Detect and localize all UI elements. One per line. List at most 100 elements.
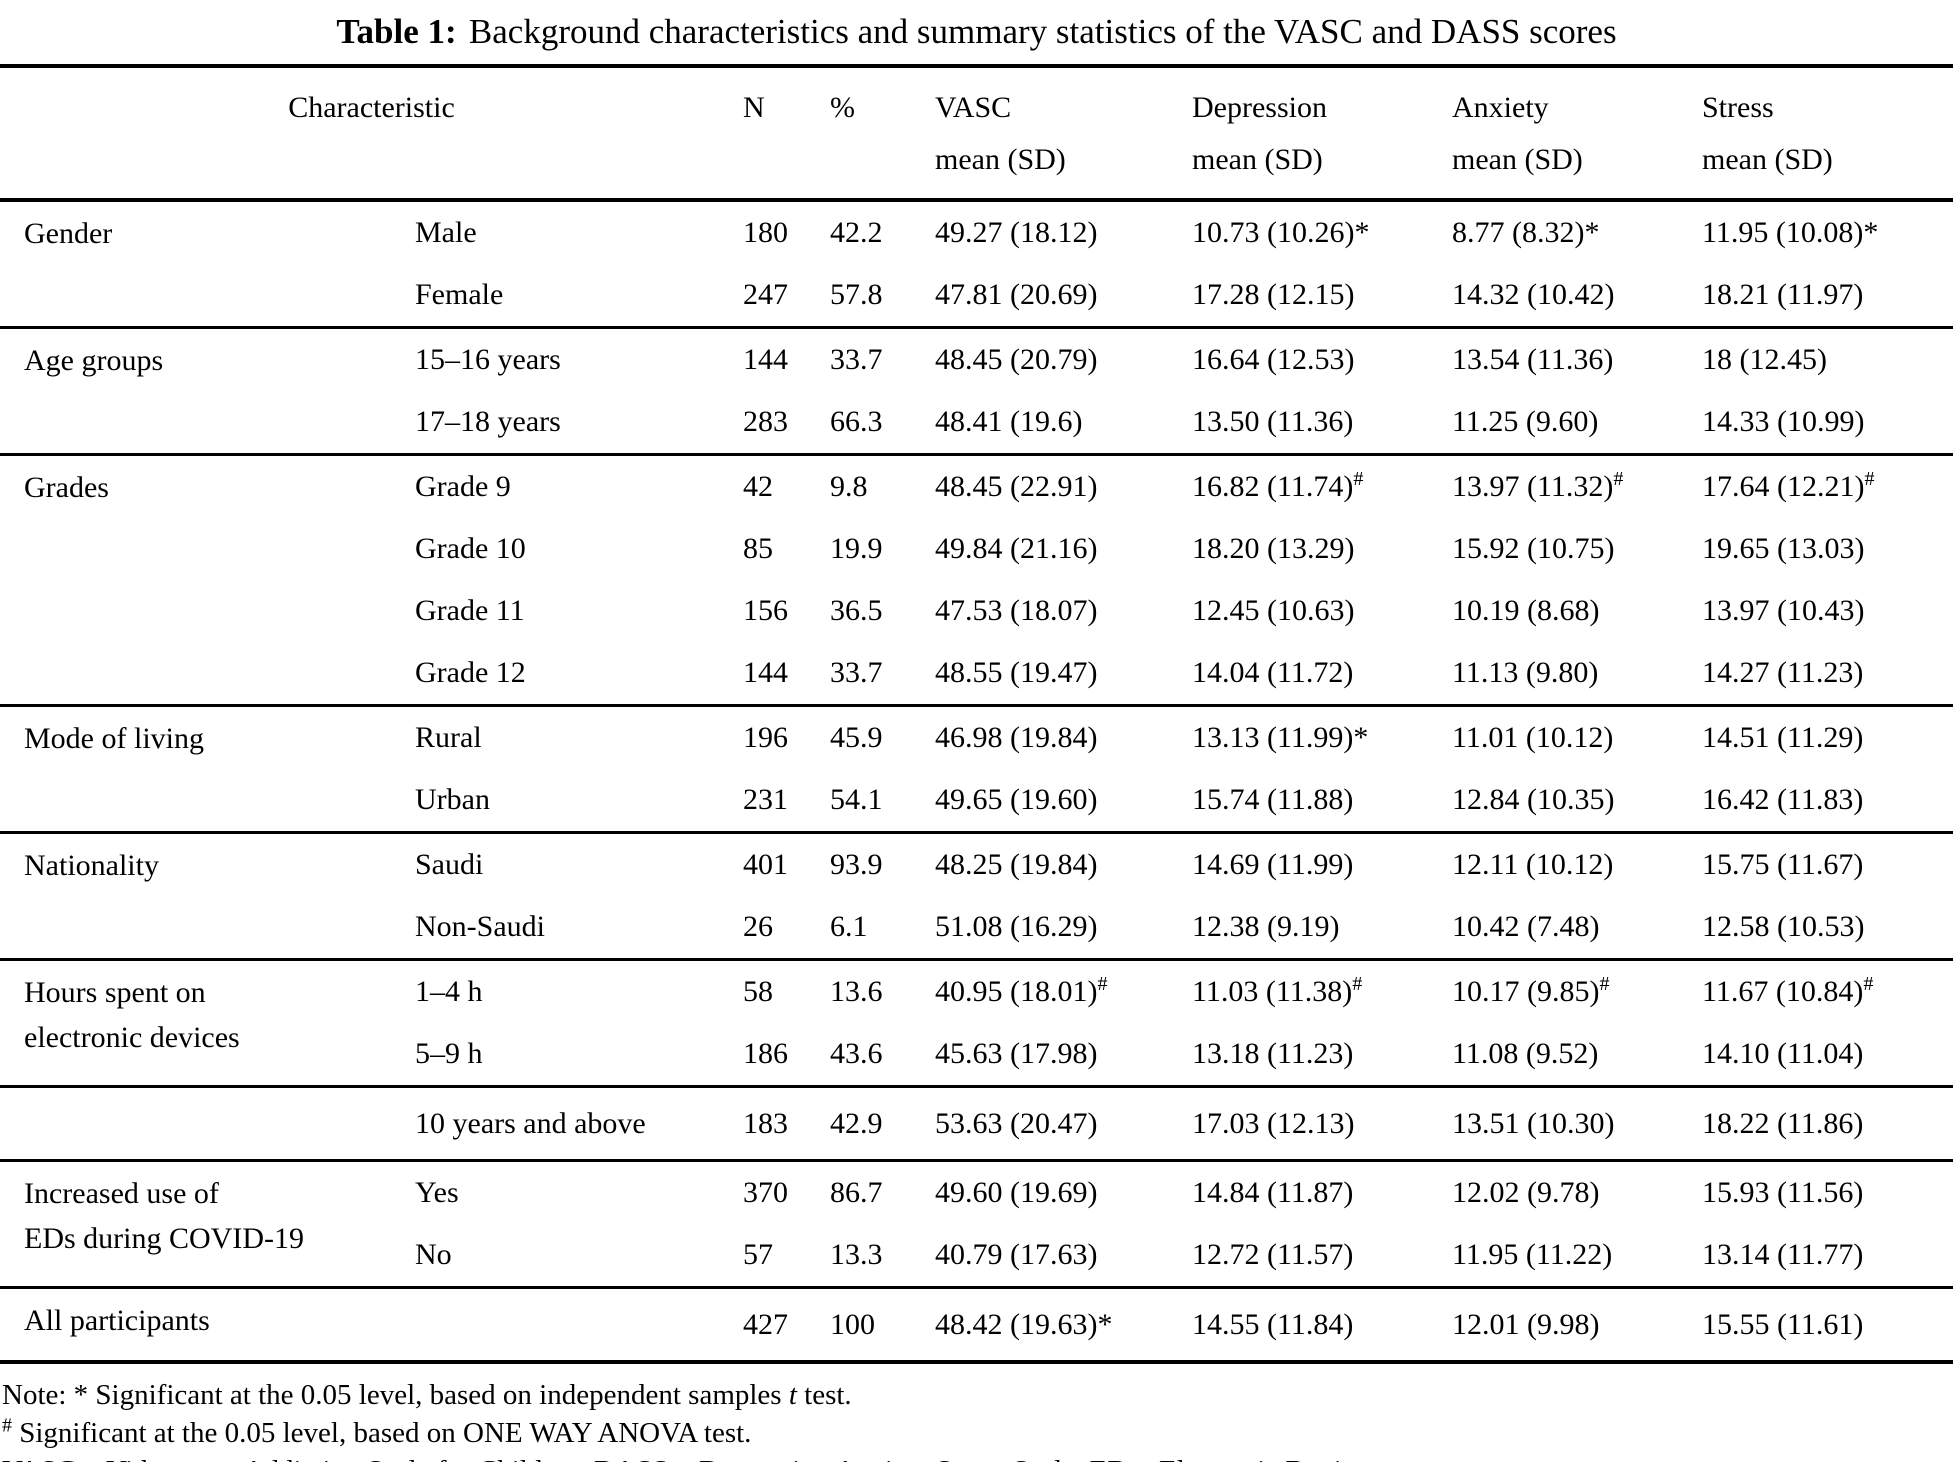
subcategory-cell: Grade 9: [415, 470, 511, 503]
n-cell: 196: [743, 721, 788, 754]
table-header: Characteristic N % VASC mean (SD) Depress…: [0, 66, 1953, 200]
n-cell: 144: [743, 343, 788, 376]
group-cell: Nationality: [24, 849, 159, 882]
vasc-cell: 46.98 (19.84): [935, 721, 1098, 754]
group-cell: All participants: [24, 1304, 210, 1337]
depression-cell: 18.20 (13.29): [1192, 532, 1355, 565]
section-nationality: Nationality Saudi 401 93.9 48.25 (19.84)…: [0, 832, 1953, 960]
table-row: 5–9 h 186 43.6 45.63 (17.98) 13.18 (11.2…: [0, 1023, 1953, 1087]
stress-cell: 18.22 (11.86): [1702, 1106, 1864, 1140]
anxiety-cell: 15.92 (10.75): [1452, 532, 1615, 565]
n-cell: 186: [743, 1037, 788, 1070]
subcategory-cell: Male: [415, 216, 477, 249]
vasc-cell: 48.45 (22.91): [935, 470, 1098, 503]
anxiety-cell: 11.08 (9.52): [1452, 1037, 1599, 1070]
group-cell: Gender: [24, 217, 113, 250]
stress-col-header: Stress mean (SD): [1702, 91, 1833, 176]
vasc-cell: 49.60 (19.69): [935, 1176, 1098, 1209]
pct-cell: 66.3: [830, 405, 883, 438]
stress-cell: 15.55 (11.61): [1702, 1307, 1864, 1341]
depression-cell: 16.64 (12.53): [1192, 343, 1355, 376]
vasc-cell: 40.95 (18.01)#: [935, 973, 1108, 1008]
pct-cell: 33.7: [830, 656, 883, 689]
table-row: Hours spent on electronic devices 1–4 h 5…: [0, 960, 1953, 1054]
depression-cell: 15.74 (11.88): [1192, 783, 1354, 816]
n-cell: 42: [743, 470, 773, 503]
section-hours-on-devices: Hours spent on electronic devices 1–4 h 5…: [0, 959, 1953, 1087]
vasc-cell: 49.84 (21.16): [935, 532, 1098, 565]
subcategory-cell: 17–18 years: [415, 405, 561, 438]
subcategory-cell: No: [415, 1238, 452, 1271]
subcategory-cell: 1–4 h: [415, 975, 483, 1008]
anxiety-cell: 13.51 (10.30): [1452, 1106, 1615, 1140]
note-significance-t-test: Note: * Significant at the 0.05 level, b…: [2, 1379, 852, 1411]
anxiety-cell: 13.54 (11.36): [1452, 343, 1614, 376]
pct-col-header: %: [830, 91, 855, 124]
subcategory-cell: 10 years and above: [415, 1106, 646, 1140]
group-cell: Hours spent on electronic devices: [24, 976, 240, 1054]
vasc-cell: 49.27 (18.12): [935, 216, 1098, 249]
header-row: Characteristic N % VASC mean (SD) Depress…: [0, 66, 1953, 200]
pct-cell: 36.5: [830, 594, 883, 627]
stress-cell: 16.42 (11.83): [1702, 783, 1864, 816]
group-cell: Grades: [24, 471, 109, 504]
subcategory-cell: Rural: [415, 721, 482, 754]
subcategory-cell: Grade 10: [415, 532, 526, 565]
anxiety-cell: 11.25 (9.60): [1452, 405, 1599, 438]
table-number-label: Table 1:: [336, 12, 457, 51]
subcategory-cell: Non-Saudi: [415, 910, 545, 943]
depression-cell: 12.45 (10.63): [1192, 594, 1355, 627]
anxiety-cell: 10.42 (7.48): [1452, 910, 1600, 943]
subcategory-cell: Female: [415, 278, 504, 311]
anxiety-cell: 12.01 (9.98): [1452, 1307, 1600, 1341]
subcategory-cell: Yes: [415, 1176, 459, 1209]
depression-cell: 16.82 (11.74)#: [1192, 468, 1364, 503]
n-cell: 283: [743, 405, 788, 438]
anxiety-cell: 11.95 (11.22): [1452, 1238, 1613, 1271]
n-cell: 401: [743, 848, 788, 881]
group-cell: Age groups: [24, 344, 164, 377]
depression-cell: 13.13 (11.99)*: [1192, 721, 1369, 754]
group-cell: Increased use of EDs during COVID-19: [24, 1177, 304, 1255]
table-row: Grade 11 156 36.5 47.53 (18.07) 12.45 (1…: [0, 580, 1953, 642]
vasc-cell: 40.79 (17.63): [935, 1238, 1098, 1271]
depression-cell: 14.69 (11.99): [1192, 848, 1354, 881]
n-cell: 231: [743, 783, 788, 816]
table-row: Mode of living Rural 196 45.9 46.98 (19.…: [0, 706, 1953, 770]
table-row: All participants 427 100 48.42 (19.63)* …: [0, 1288, 1953, 1363]
stress-cell: 14.10 (11.04): [1702, 1037, 1864, 1070]
table-title: Table 1: Background characteristics and s…: [0, 0, 1953, 60]
note-abbreviations: VASC = Videogame Addiction Scale for Chi…: [2, 1452, 1953, 1462]
n-cell: 85: [743, 532, 773, 565]
vasc-cell: 48.45 (20.79): [935, 343, 1098, 376]
subcategory-cell: Grade 11: [415, 594, 525, 627]
pct-cell: 13.3: [830, 1238, 883, 1271]
n-col-header: N: [743, 91, 765, 124]
stress-cell: 13.14 (11.77): [1702, 1238, 1864, 1271]
table-row: Grades Grade 9 42 9.8 48.45 (22.91) 16.8…: [0, 455, 1953, 519]
stress-cell: 14.33 (10.99): [1702, 405, 1865, 438]
n-cell: 156: [743, 594, 788, 627]
stress-cell: 13.97 (10.43): [1702, 594, 1865, 627]
section-mode-of-living: Mode of living Rural 196 45.9 46.98 (19.…: [0, 705, 1953, 833]
depression-cell: 13.50 (11.36): [1192, 405, 1354, 438]
depression-cell: 12.38 (9.19): [1192, 910, 1340, 943]
section-all-participants: All participants 427 100 48.42 (19.63)* …: [0, 1287, 1953, 1363]
vasc-cell: 51.08 (16.29): [935, 910, 1098, 943]
table-row: Urban 231 54.1 49.65 (19.60) 15.74 (11.8…: [0, 769, 1953, 833]
table-footnotes: Note: * Significant at the 0.05 level, b…: [0, 1376, 1953, 1462]
vasc-cell: 48.25 (19.84): [935, 848, 1098, 881]
group-cell: [0, 1087, 415, 1161]
vasc-cell: 45.63 (17.98): [935, 1037, 1098, 1070]
pct-cell: 42.2: [830, 216, 883, 249]
pct-cell: 43.6: [830, 1037, 883, 1070]
vasc-cell: 47.53 (18.07): [935, 594, 1098, 627]
anxiety-cell: 8.77 (8.32)*: [1452, 216, 1600, 249]
n-cell: 58: [743, 975, 773, 1008]
vasc-cell: 48.41 (19.6): [935, 405, 1083, 438]
section-gender: Gender Male 180 42.2 49.27 (18.12) 10.73…: [0, 200, 1953, 328]
n-cell: 57: [743, 1238, 773, 1271]
pct-cell: 57.8: [830, 278, 883, 311]
subcategory-cell: 15–16 years: [415, 343, 561, 376]
